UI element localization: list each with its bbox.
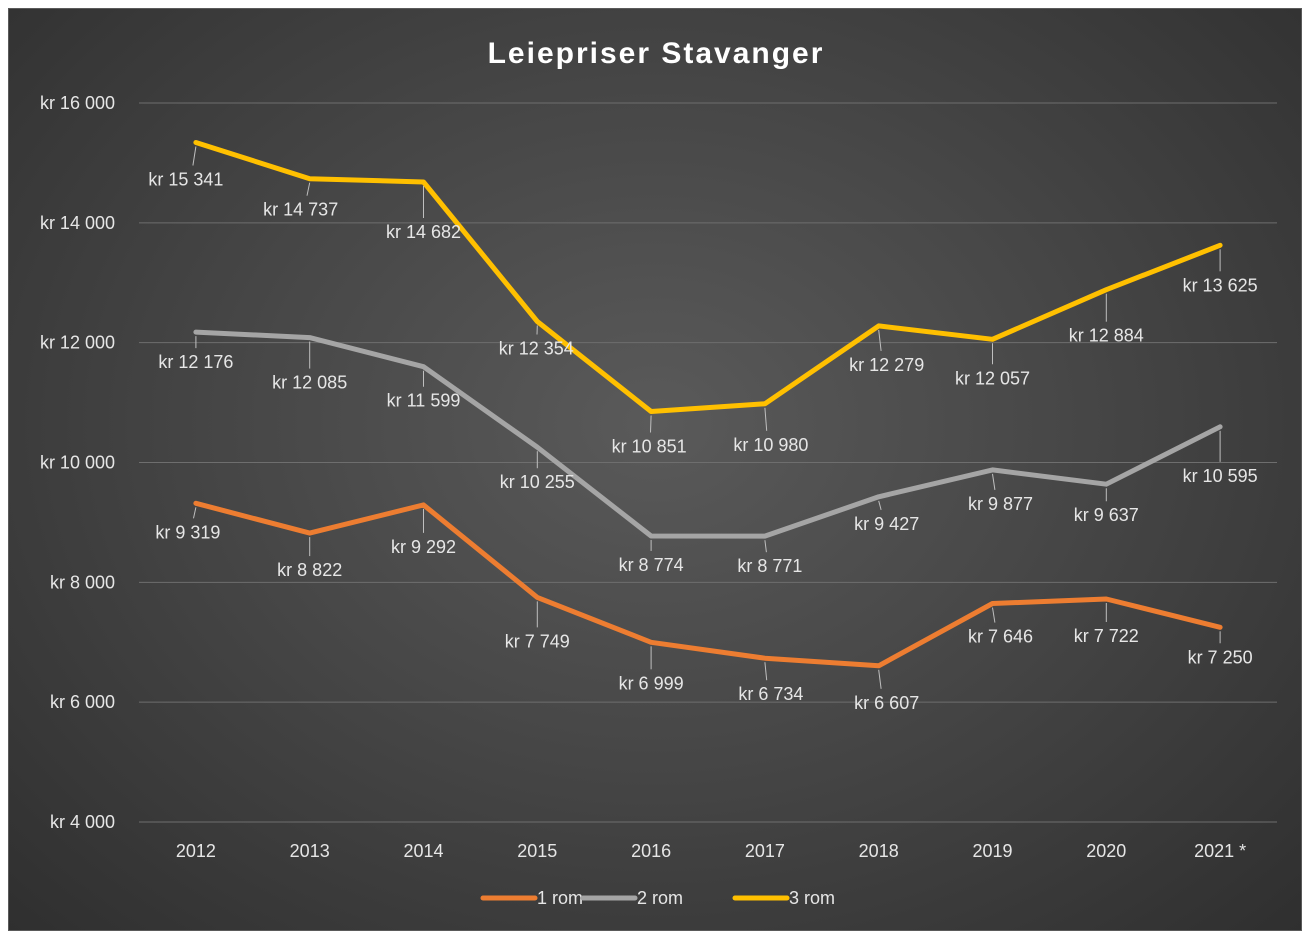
y-tick-label: kr 12 000 bbox=[40, 333, 115, 353]
legend-label: 1 rom bbox=[537, 888, 583, 908]
data-label: kr 12 884 bbox=[1069, 326, 1144, 346]
data-label: kr 9 427 bbox=[854, 514, 919, 534]
leader-line bbox=[992, 607, 996, 623]
x-tick-label: 2013 bbox=[290, 841, 330, 861]
x-tick-label: 2016 bbox=[631, 841, 671, 861]
data-label: kr 12 085 bbox=[272, 373, 347, 393]
y-tick-label: kr 6 000 bbox=[50, 692, 115, 712]
leader-line bbox=[878, 500, 882, 510]
leader-line bbox=[878, 329, 882, 352]
data-label: kr 6 999 bbox=[619, 673, 684, 693]
x-tick-label: 2018 bbox=[859, 841, 899, 861]
data-label: kr 7 749 bbox=[505, 631, 570, 651]
data-label: kr 8 774 bbox=[619, 555, 684, 575]
leader-line bbox=[992, 473, 996, 490]
legend-label: 2 rom bbox=[637, 888, 683, 908]
data-label: kr 10 851 bbox=[612, 437, 687, 457]
x-tick-label: 2014 bbox=[403, 841, 443, 861]
legend: 1 rom 2 rom 3 rom bbox=[480, 888, 835, 908]
y-axis-ticks: kr 4 000 kr 6 000 kr 8 000 kr 10 000 kr 12 0… bbox=[40, 93, 115, 832]
x-tick-label: 2012 bbox=[176, 841, 216, 861]
leader-line bbox=[764, 407, 768, 431]
data-label: kr 15 341 bbox=[148, 169, 223, 189]
chart-title: Leiepriser Stavanger bbox=[488, 37, 825, 70]
leader-line bbox=[764, 662, 768, 681]
series-line-1 bbox=[193, 500, 1223, 669]
chart-area: Leiepriser Stavanger kr 4 000 kr 6 000 kr … bbox=[8, 8, 1302, 931]
data-label: kr 6 734 bbox=[738, 684, 803, 704]
data-label: kr 10 595 bbox=[1183, 466, 1258, 486]
leader-line bbox=[193, 507, 197, 519]
leader-line bbox=[192, 146, 197, 166]
x-tick-label: 2019 bbox=[972, 841, 1012, 861]
data-label: kr 7 250 bbox=[1188, 647, 1253, 667]
data-labels: kr 9 319 kr 8 822 kr 9 292 kr 7 749 kr 6 999… bbox=[148, 146, 1258, 713]
leader-line bbox=[306, 182, 311, 196]
data-label: kr 14 737 bbox=[263, 200, 338, 220]
series-line-3 bbox=[193, 140, 1223, 414]
data-label: kr 8 822 bbox=[277, 560, 342, 580]
data-label: kr 11 599 bbox=[387, 391, 461, 411]
data-label: kr 9 637 bbox=[1074, 505, 1139, 525]
data-label: kr 10 255 bbox=[500, 472, 575, 492]
series-lines bbox=[193, 140, 1223, 669]
data-label: kr 12 176 bbox=[158, 352, 233, 372]
data-label: kr 13 625 bbox=[1183, 275, 1258, 295]
leader-line bbox=[878, 669, 882, 689]
x-axis-ticks: 2012 2013 2014 2015 2016 2017 2018 2019 2020 2021… bbox=[176, 841, 1246, 861]
legend-label: 3 rom bbox=[789, 888, 835, 908]
series-line-2 bbox=[193, 329, 1223, 539]
y-tick-label: kr 10 000 bbox=[40, 453, 115, 473]
data-label: kr 9 319 bbox=[155, 522, 220, 542]
x-tick-label: 2015 bbox=[517, 841, 557, 861]
data-label: kr 12 057 bbox=[955, 368, 1030, 388]
data-label: kr 7 722 bbox=[1074, 626, 1139, 646]
data-label: kr 14 682 bbox=[386, 222, 461, 242]
leader-line bbox=[650, 415, 652, 433]
x-tick-label: 2017 bbox=[745, 841, 785, 861]
data-label: kr 8 771 bbox=[737, 556, 802, 576]
data-label: kr 12 279 bbox=[849, 355, 924, 375]
data-label: kr 9 292 bbox=[391, 537, 456, 557]
data-label: kr 10 980 bbox=[733, 435, 808, 455]
data-label: kr 7 646 bbox=[968, 627, 1033, 647]
data-label: kr 12 354 bbox=[499, 338, 574, 358]
leader-line bbox=[764, 540, 767, 553]
data-label: kr 6 607 bbox=[854, 693, 919, 713]
x-tick-label: 2020 bbox=[1086, 841, 1126, 861]
y-tick-label: kr 4 000 bbox=[50, 812, 115, 832]
y-tick-label: kr 16 000 bbox=[40, 93, 115, 113]
x-tick-label: 2021 * bbox=[1194, 841, 1246, 861]
data-label: kr 9 877 bbox=[968, 494, 1033, 514]
y-tick-label: kr 8 000 bbox=[50, 572, 115, 592]
y-tick-label: kr 14 000 bbox=[40, 213, 115, 233]
